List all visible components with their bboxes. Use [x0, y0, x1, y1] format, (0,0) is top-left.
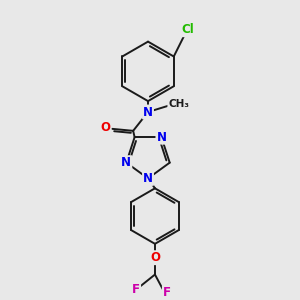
Text: N: N	[156, 131, 167, 144]
Text: N: N	[143, 106, 153, 118]
Text: O: O	[100, 122, 110, 134]
Text: N: N	[143, 172, 153, 185]
Text: F: F	[132, 283, 140, 296]
Text: N: N	[121, 156, 131, 169]
Text: Cl: Cl	[181, 23, 194, 36]
Text: O: O	[150, 251, 160, 264]
Text: F: F	[163, 286, 171, 299]
Text: CH₃: CH₃	[168, 99, 189, 109]
